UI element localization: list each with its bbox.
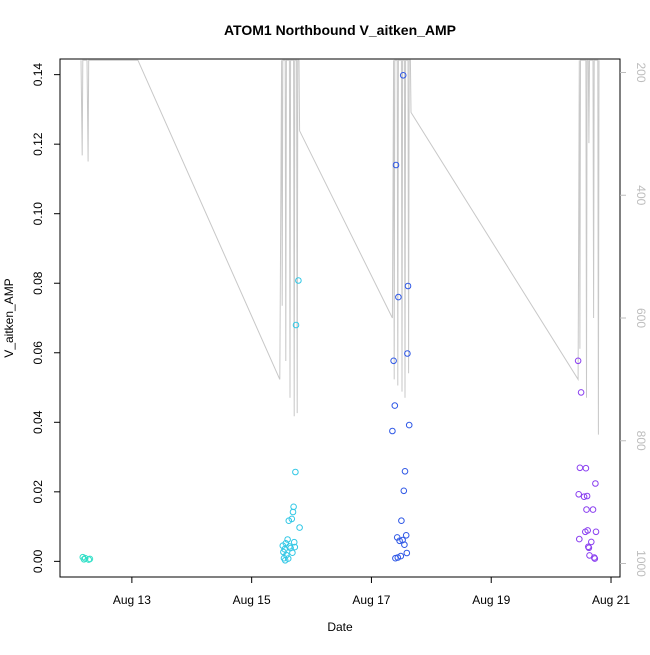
x-axis-label: Date [327,620,353,634]
y-tick-label: 0.06 [31,341,45,365]
data-point-2-20 [292,321,300,329]
y2-tick-label: 600 [634,308,648,328]
data-point-3-9 [396,537,403,545]
data-point-4-1 [574,357,582,365]
y-tick-label: 0.08 [31,271,45,295]
data-point-3-14 [400,487,408,495]
data-point-4-5 [577,389,585,396]
x-axis: Aug 13 Aug 15 Aug 17 Aug 19 Aug 21 [113,577,630,607]
x-tick-label: Aug 19 [472,593,510,607]
y2-tick-label: 800 [634,431,648,451]
data-point-3-13 [399,72,407,79]
data-point-4-11 [584,527,592,534]
data-point-2-18 [291,543,299,551]
data-point-3-2 [390,357,397,365]
data-point-4-6 [580,493,588,501]
series-2 [279,277,303,564]
series-3 [389,72,413,562]
y-axis-label: V_aitken_AMP [2,278,16,357]
points-layer [79,72,600,564]
x-tick-label: Aug 17 [352,593,390,607]
data-point-3-18 [403,549,411,557]
data-point-4-3 [576,535,583,543]
data-point-2-7 [283,551,290,559]
y-axis: 0.00 0.02 0.04 0.06 0.08 0.10 0.12 0.14 [31,63,60,573]
data-point-4-4 [576,464,584,472]
data-point-3-3 [391,402,399,409]
y-tick-label: 0.00 [31,549,45,573]
y-tick-label: 0.12 [31,132,45,156]
data-point-2-21 [295,277,302,284]
data-point-4-10 [583,492,591,500]
data-point-3-15 [401,541,408,549]
data-point-3-20 [404,282,412,290]
y2-axis: 200 400 600 800 1000 [620,62,648,577]
data-point-1-3 [81,554,89,562]
data-point-2-13 [288,515,296,523]
y-tick-label: 0.02 [31,480,45,504]
data-point-2-22 [296,524,303,531]
data-point-4-15 [588,538,595,546]
data-point-2-8 [284,536,291,543]
chart-title: ATOM1 Northbound V_aitken_AMP [224,22,456,38]
data-point-2-19 [292,468,299,476]
data-point-3-19 [404,350,411,357]
y2-tick-label: 400 [634,185,648,205]
y2-tick-label: 1000 [634,550,648,577]
data-point-4-8 [582,464,590,472]
data-point-3-5 [392,161,400,169]
data-point-3-17 [402,532,410,539]
data-point-2-4 [281,545,288,553]
data-point-2-14 [289,549,296,557]
data-point-4-18 [591,555,599,562]
data-point-3-7 [394,554,402,561]
data-point-2-9 [284,555,292,562]
data-point-3-8 [395,293,402,301]
data-point-3-16 [401,468,409,475]
y-tick-label: 0.04 [31,410,45,434]
x-tick-label: Aug 15 [233,593,271,607]
plot-frame [59,58,621,578]
data-point-3-11 [398,517,405,525]
series-1 [79,553,94,563]
data-point-4-9 [583,506,590,513]
x-tick-label: Aug 21 [592,593,630,607]
data-point-3-10 [397,552,405,560]
data-point-2-17 [290,538,298,546]
data-point-2-16 [290,503,297,511]
pressure-layer [80,59,600,435]
x-tick-label: Aug 13 [113,593,151,607]
data-point-4-19 [592,480,599,487]
data-point-4-2 [575,491,583,498]
data-point-4-16 [589,506,597,513]
data-point-4-13 [585,544,593,552]
series-4 [574,357,600,562]
data-point-1-5 [86,555,94,563]
y-tick-label: 0.14 [31,63,45,87]
data-point-3-21 [405,421,413,429]
data-point-3-1 [389,427,396,435]
y2-tick-label: 200 [634,62,648,82]
data-point-4-20 [592,528,600,536]
pressure-line [80,59,600,435]
y-tick-label: 0.10 [31,202,45,226]
